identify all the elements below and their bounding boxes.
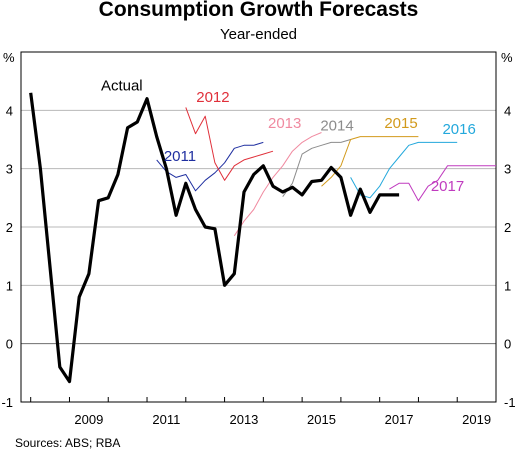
series-line-2011 xyxy=(156,141,264,192)
series-label-2016: 2016 xyxy=(442,121,475,138)
y-tick-label-left: -1 xyxy=(1,395,13,410)
y-tick-label-left: 4 xyxy=(6,103,13,118)
series-line-actual xyxy=(29,92,400,384)
x-tick-label: 2009 xyxy=(74,412,103,427)
series-label-2012: 2012 xyxy=(196,89,229,106)
series-line-2014 xyxy=(282,139,351,197)
series-label-actual: Actual xyxy=(101,77,143,94)
y-tick-label-right: 1 xyxy=(504,278,511,293)
series-line-2015 xyxy=(321,136,419,187)
series-label-2011: 2011 xyxy=(164,148,196,165)
y-tick-label-left: 2 xyxy=(6,220,13,235)
y-tick-label-left: 0 xyxy=(6,337,13,352)
y-tick-label-left: 3 xyxy=(6,162,13,177)
y-tick-label-right: 4 xyxy=(504,103,511,118)
series-label-2017: 2017 xyxy=(431,178,464,195)
chart-title: Consumption Growth Forecasts xyxy=(98,0,419,21)
x-tick-label: 2017 xyxy=(385,412,414,427)
series-line-2017 xyxy=(389,165,496,202)
y-tick-label-right: 3 xyxy=(504,162,511,177)
series-line-2016 xyxy=(350,141,458,199)
y-tick-label-right: 2 xyxy=(504,220,511,235)
series-label-2015: 2015 xyxy=(384,115,417,132)
series-label-2014: 2014 xyxy=(320,118,353,135)
y-axis-unit-left: % xyxy=(3,50,15,65)
x-tick-label: 2011 xyxy=(152,412,180,427)
plot-frame xyxy=(20,51,497,403)
y-tick-label-left: 1 xyxy=(6,278,13,293)
y-tick-label-right: 0 xyxy=(504,337,511,352)
series-line-2012 xyxy=(185,107,274,181)
series-label-2013: 2013 xyxy=(268,115,301,132)
x-tick-label: 2013 xyxy=(229,412,258,427)
chart-subtitle: Year-ended xyxy=(219,26,297,43)
x-tick-label: 2019 xyxy=(462,412,491,427)
series-line-2013 xyxy=(233,132,322,237)
x-tick-label: 2015 xyxy=(307,412,336,427)
chart-source: Sources: ABS; RBA xyxy=(15,436,121,450)
y-tick-label-right: -1 xyxy=(504,395,516,410)
y-axis-unit-right: % xyxy=(501,50,513,65)
